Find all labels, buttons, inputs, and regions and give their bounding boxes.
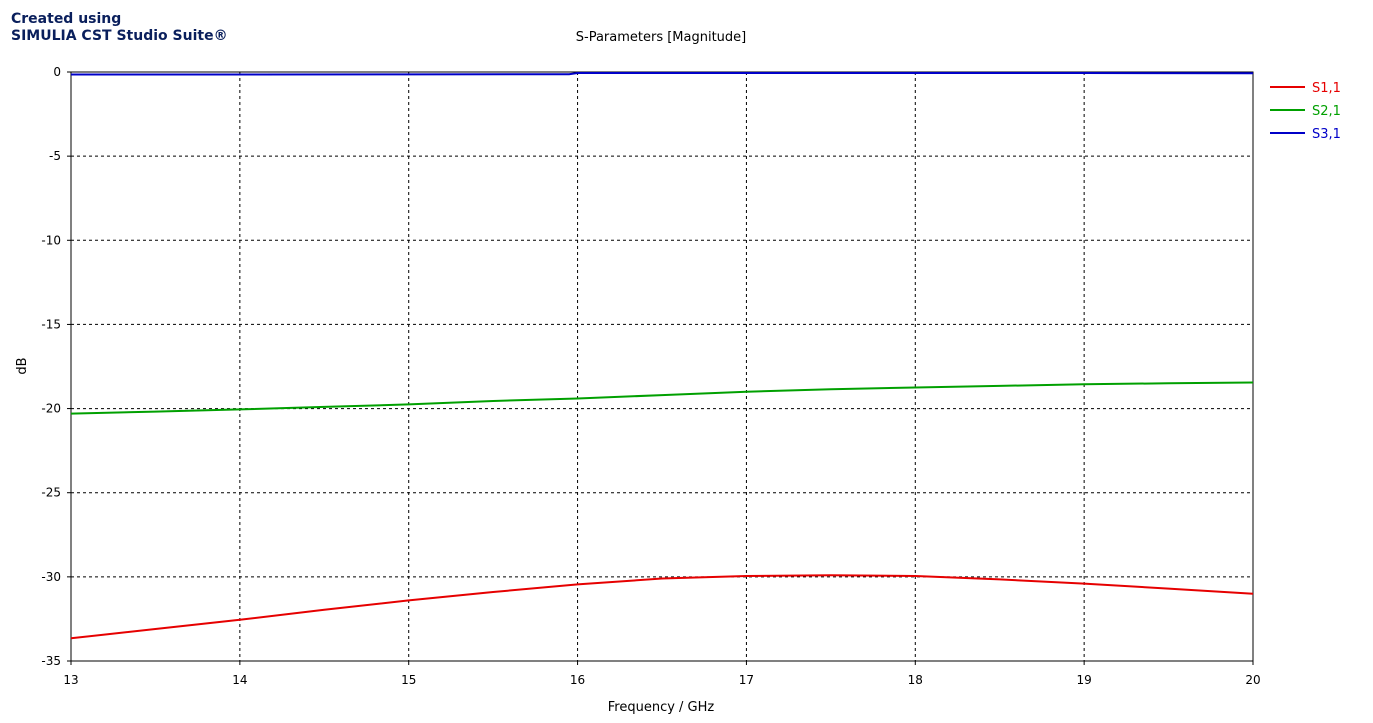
x-tick-label: 16 (570, 673, 585, 687)
x-tick-label: 15 (401, 673, 416, 687)
x-tick-labels: 13 14 15 16 17 18 19 20 (63, 673, 1260, 687)
y-tick-label: -5 (49, 149, 61, 163)
x-tick-label: 14 (232, 673, 247, 687)
x-tick-label: 17 (739, 673, 754, 687)
grid (67, 71, 1254, 665)
x-tick-label: 20 (1245, 673, 1260, 687)
watermark-line1: Created using (11, 11, 122, 27)
legend: S1,1 S2,1 S3,1 (1270, 81, 1341, 142)
y-tick-label: -20 (41, 402, 61, 416)
y-tick-label: -30 (41, 570, 61, 584)
plot-frame (70, 71, 1254, 662)
watermark-line2: SIMULIA CST Studio Suite® (11, 28, 228, 44)
series-line-s2-1 (70, 381, 1254, 415)
y-tick-label: -10 (41, 233, 61, 247)
watermark: Created using SIMULIA CST Studio Suite® (11, 11, 228, 45)
series-line-s3-1 (71, 72, 1254, 76)
series-line-s1-1 (70, 574, 1254, 640)
chart-title: S-Parameters [Magnitude] (576, 30, 747, 45)
y-tick-label: 0 (53, 65, 61, 79)
legend-label-s2-1: S2,1 (1312, 104, 1341, 119)
y-tick-label: -35 (41, 654, 61, 668)
series-lines (70, 72, 1254, 640)
y-tick-labels: 0 -5 -10 -15 -20 -25 -30 -35 (41, 65, 61, 668)
legend-label-s1-1: S1,1 (1312, 81, 1341, 96)
x-tick-label: 19 (1077, 673, 1092, 687)
x-axis-label: Frequency / GHz (608, 700, 715, 715)
x-tick-label: 18 (908, 673, 923, 687)
legend-label-s3-1: S3,1 (1312, 127, 1341, 142)
y-axis-label: dB (15, 357, 30, 374)
y-tick-label: -15 (41, 317, 61, 331)
plot-border (70, 71, 1254, 662)
y-tick-label: -25 (41, 486, 61, 500)
x-tick-label: 13 (63, 673, 78, 687)
